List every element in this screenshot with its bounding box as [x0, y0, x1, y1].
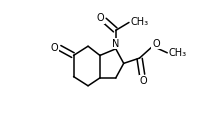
Text: O: O [51, 43, 58, 53]
Text: O: O [140, 76, 147, 86]
Text: O: O [152, 39, 160, 49]
Text: N: N [112, 39, 120, 49]
Text: CH₃: CH₃ [130, 17, 149, 27]
Text: CH₃: CH₃ [169, 48, 187, 58]
Text: O: O [97, 13, 104, 23]
